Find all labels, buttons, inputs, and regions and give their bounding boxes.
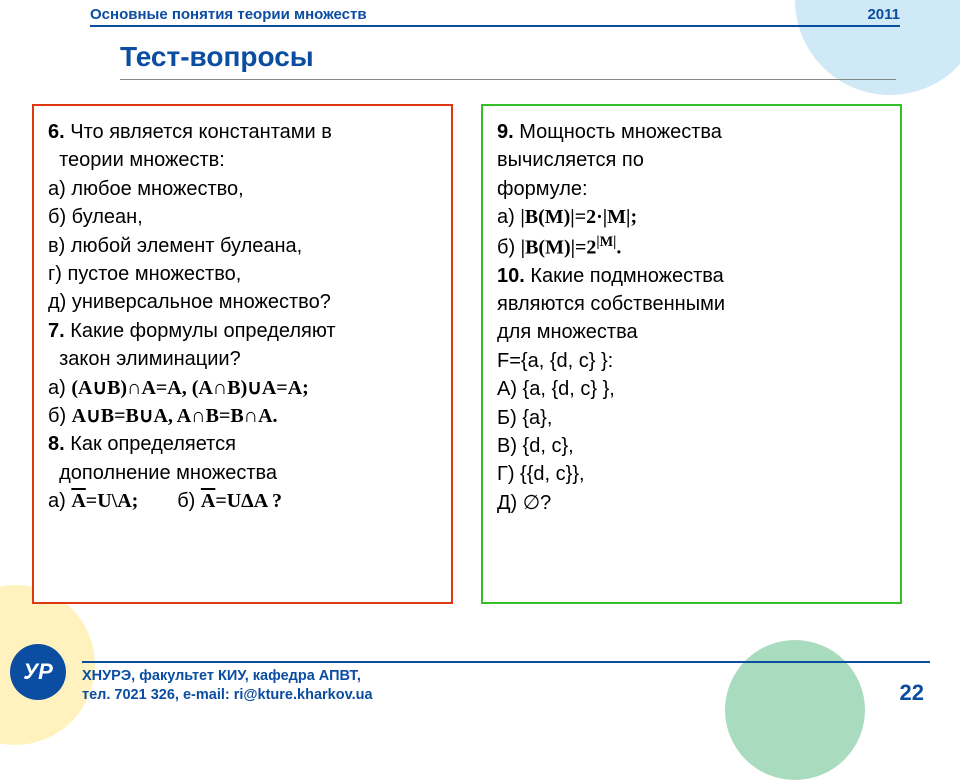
q7-option-b-label: б) — [48, 405, 72, 427]
slide-footer: ХНУРЭ, факультет КИУ, кафедра АПВТ, тел.… — [82, 661, 930, 706]
page-number: 22 — [900, 680, 930, 706]
q10-text-1: Какие подмножества — [525, 265, 724, 287]
slide-title: Тест-вопросы — [90, 27, 900, 79]
q9-text-2: вычисляется по — [497, 146, 886, 174]
q9-text-3: формуле: — [497, 175, 886, 203]
institution-logo: УР — [10, 644, 66, 700]
q10-text-3: для множества — [497, 318, 886, 346]
q7-option-a-label: а) — [48, 377, 71, 399]
slide-header: Основные понятия теории множеств 2011 Те… — [0, 0, 960, 80]
q10-option-b: Б) {a}, — [497, 404, 886, 432]
q9-number: 9. — [497, 121, 514, 143]
q8-a-overbar: A — [71, 490, 85, 512]
header-year: 2011 — [867, 6, 900, 23]
question-box-right: 9. Мощность множества вычисляется по фор… — [481, 104, 902, 604]
q9-b-exp: |M| — [596, 234, 616, 250]
q6-option-d: г) пустое множество, — [48, 260, 437, 288]
footer-line-2: тел. 7021 326, e-mail: ri@kture.kharkov.… — [82, 686, 373, 706]
q6-option-a: а) любое множество, — [48, 175, 437, 203]
q6-text-2: теории множеств: — [48, 146, 437, 174]
q8-text-1: Как определяется — [65, 433, 236, 455]
q8-b-overbar: A — [201, 490, 215, 512]
q6-text-1: Что является константами в — [65, 121, 332, 143]
slide-content: 6. Что является константами в теории мно… — [0, 80, 960, 604]
q7-option-a-formula: (A∪B)∩A=A, (A∩B)∪A=A; — [71, 377, 308, 399]
q9-text-1: Мощность множества — [514, 121, 722, 143]
header-topic: Основные понятия теории множеств — [90, 6, 367, 23]
q8-text-2: дополнение множества — [48, 459, 437, 487]
q7-option-b-formula: A∪B=B∪A, A∩B=B∩A. — [72, 405, 278, 427]
q7-text-1: Какие формулы определяют — [65, 320, 336, 342]
q6-number: 6. — [48, 121, 65, 143]
q9-option-a-label: а) — [497, 206, 520, 228]
q9-option-a-formula: |B(M)|=2·|M|; — [520, 206, 637, 228]
q9-b-f1: |B(M)|=2 — [521, 236, 597, 258]
q10-text-2: являются собственными — [497, 290, 886, 318]
q10-text-4: F={a, {d, c} }: — [497, 347, 886, 375]
q10-option-a: А) {a, {d, c} }, — [497, 375, 886, 403]
question-box-left: 6. Что является константами в теории мно… — [32, 104, 453, 604]
q6-option-e: д) универсальное множество? — [48, 288, 437, 316]
q10-option-c: В) {d, c}, — [497, 432, 886, 460]
q8-option-a-label: а) — [48, 490, 71, 512]
q8-a-rest: =U\A; — [86, 490, 139, 512]
q8-number: 8. — [48, 433, 65, 455]
q10-option-d: Г) {{d, c}}, — [497, 460, 886, 488]
q6-option-b: б) булеан, — [48, 203, 437, 231]
q10-number: 10. — [497, 265, 525, 287]
q7-number: 7. — [48, 320, 65, 342]
q7-text-2: закон элиминации? — [48, 345, 437, 373]
q8-option-b-label: б) — [177, 490, 201, 512]
footer-line-1: ХНУРЭ, факультет КИУ, кафедра АПВТ, — [82, 667, 373, 687]
q10-option-e: Д) ∅? — [497, 489, 886, 517]
q8-b-rest: =UΔA ? — [215, 490, 282, 512]
q9-option-b-label: б) — [497, 236, 521, 258]
q9-b-f2: . — [616, 236, 621, 258]
q6-option-c: в) любой элемент булеана, — [48, 232, 437, 260]
logo-text: УР — [23, 659, 53, 685]
